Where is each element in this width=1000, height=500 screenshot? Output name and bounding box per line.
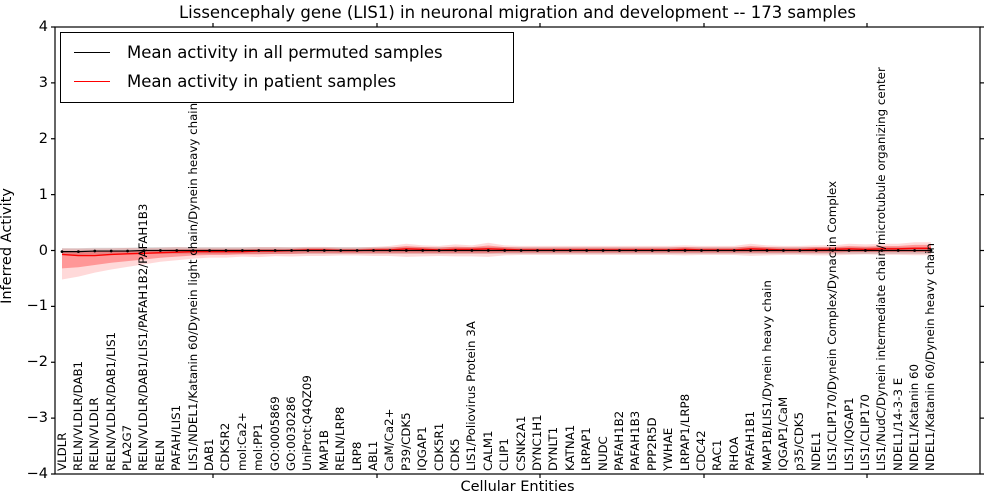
permuted-marker [798,249,802,252]
permuted-marker [601,249,605,252]
permuted-mean-line [62,249,931,253]
permuted-marker [896,249,900,252]
permuted-marker [437,249,441,252]
permuted-marker [257,249,261,252]
permuted-marker [814,249,818,252]
permuted-marker [831,249,835,252]
y-tick-label: 3 [38,74,48,91]
permuted-marker [191,249,195,252]
legend-label-patient: Mean activity in patient samples [127,72,397,91]
permuted-marker [683,249,687,252]
permuted-marker [109,249,113,253]
permuted-marker [306,249,310,252]
permuted-marker [847,249,851,252]
legend-line-permuted-icon [74,52,110,53]
permuted-marker [716,249,720,252]
permuted-marker [224,249,228,252]
permuted-marker [486,249,490,252]
permuted-marker [372,249,375,252]
permuted-marker [404,249,408,252]
permuted-marker [142,249,146,252]
x-axis-label: Cellular Entities [460,479,575,495]
permuted-marker [700,249,703,252]
legend-label-permuted: Mean activity in all permuted samples [127,43,443,62]
legend-line-patient-icon [74,81,110,82]
legend: Mean activity in all permuted samples Me… [60,32,514,103]
y-tick-label: −1 [26,298,48,315]
permuted-marker [568,249,572,252]
y-tick-label: −3 [26,410,48,427]
permuted-marker [552,249,556,252]
legend-item-patient: Mean activity in patient samples [61,67,513,96]
permuted-marker [503,249,507,252]
permuted-marker [864,249,867,252]
permuted-marker [880,249,884,252]
permuted-marker [175,249,179,252]
permuted-marker [749,249,753,252]
permuted-marker [929,249,933,252]
permuted-marker [618,249,621,252]
y-tick-label: −4 [26,466,48,482]
y-tick-label: 2 [38,130,48,147]
permuted-marker [536,249,539,252]
permuted-marker [732,249,736,252]
permuted-marker [913,249,916,252]
permuted-marker [76,250,80,254]
y-tick-label: 1 [38,186,48,203]
permuted-marker [60,250,64,254]
y-axis-label: Inferred Activity [0,188,15,304]
y-tick-label: −2 [26,354,48,371]
permuted-marker [634,249,638,252]
permuted-marker [782,249,785,252]
permuted-marker [667,249,671,252]
y-tick-label: 4 [38,19,48,35]
permuted-marker [93,249,97,253]
legend-item-permuted: Mean activity in all permuted samples [61,38,513,67]
permuted-marker [208,249,211,252]
permuted-marker [421,249,425,252]
permuted-marker [322,249,326,252]
permuted-marker [454,249,457,252]
permuted-marker [158,249,162,252]
permuted-marker [765,249,769,252]
permuted-marker [290,249,293,252]
permuted-marker [273,249,277,252]
permuted-marker [240,249,244,252]
chart-title: Lissencephaly gene (LIS1) in neuronal mi… [178,3,857,22]
permuted-marker [470,249,474,252]
permuted-marker [339,249,343,252]
y-tick-label: 0 [38,242,48,259]
permuted-marker [388,249,392,252]
permuted-marker [585,249,589,252]
permuted-marker [355,249,359,252]
permuted-marker [126,249,129,253]
permuted-marker [519,249,523,252]
permuted-marker [650,249,654,252]
